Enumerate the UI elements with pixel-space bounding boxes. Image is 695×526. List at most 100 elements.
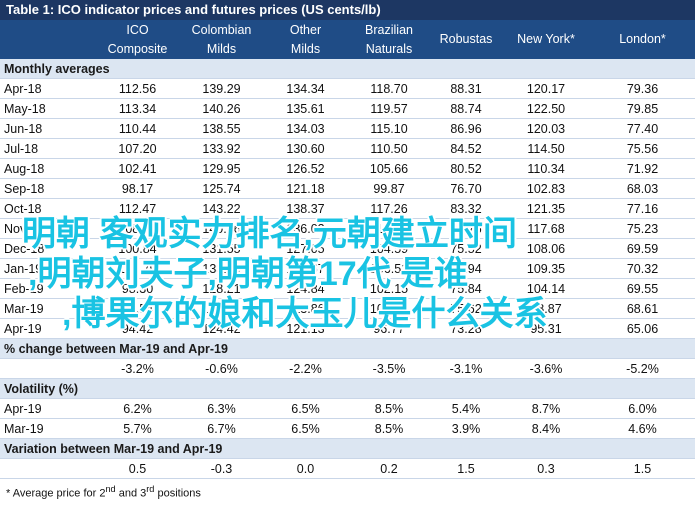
- value-cell: 135.61: [263, 98, 348, 119]
- value-cell: 75.56: [590, 138, 695, 159]
- data-row: Apr-19 6.2% 6.3% 6.5% 8.5% 5.4% 8.7% 6.0%: [0, 398, 695, 419]
- value-cell: 129.67: [263, 258, 348, 279]
- value-cell: 76.94: [430, 258, 502, 279]
- footnote-text: and 3: [115, 487, 147, 500]
- value-cell: 110.44: [95, 118, 180, 139]
- section-title: Volatility (%): [0, 378, 695, 399]
- value-cell: 104.59: [348, 238, 430, 259]
- data-row: Feb-19 98.30 128.21 124.84 102.15 75.84 104.14…: [0, 278, 695, 299]
- section-row: Volatility (%): [0, 378, 695, 399]
- value-cell: 140.26: [180, 218, 263, 239]
- data-row: May-18 113.34 140.26 135.61 119.57 88.74 122.5…: [0, 98, 695, 119]
- value-cell: 4.6%: [590, 418, 695, 439]
- data-row: Aug-18 102.41 129.95 126.52 105.66 80.52 110.3…: [0, 158, 695, 179]
- value-cell: 79.85: [590, 98, 695, 119]
- value-cell: 97.54: [95, 298, 180, 319]
- row-label: Jan-19: [0, 258, 95, 279]
- value-cell: 95.31: [502, 318, 590, 339]
- value-cell: 102.15: [348, 278, 430, 299]
- value-cell: 5.4%: [430, 398, 502, 419]
- section-row: Monthly averages: [0, 59, 695, 79]
- data-row: Apr-19 94.42 124.42 121.13 96.77 73.28 95.31 65…: [0, 318, 695, 339]
- value-cell: 6.0%: [590, 398, 695, 419]
- value-cell: -3.5%: [348, 358, 430, 379]
- header-cell: Other Milds: [263, 20, 348, 59]
- value-cell: 130.60: [263, 138, 348, 159]
- value-cell: 121.35: [502, 198, 590, 219]
- value-cell: 102.79: [95, 258, 180, 279]
- value-cell: 117.68: [502, 218, 590, 239]
- header-cell: New York*: [502, 20, 590, 59]
- value-cell: 108.65: [95, 218, 180, 239]
- value-cell: 100.84: [95, 238, 180, 259]
- value-cell: 128.21: [180, 278, 263, 299]
- value-cell: 68.03: [590, 178, 695, 199]
- row-label: Mar-19: [0, 418, 95, 439]
- value-cell: 127.05: [263, 238, 348, 259]
- price-table: ICO Composite Colombian Milds Other Milds Braz…: [0, 20, 695, 479]
- section-title: Variation between Mar-19 and Apr-19: [0, 438, 695, 459]
- value-cell: 1.5: [590, 458, 695, 479]
- value-cell: 84.52: [430, 138, 502, 159]
- row-label: Apr-19: [0, 318, 95, 339]
- value-cell: 0.3: [502, 458, 590, 479]
- value-cell: 5.7%: [95, 418, 180, 439]
- header-cell: Robustas: [430, 20, 502, 59]
- value-cell: 0.2: [348, 458, 430, 479]
- row-label: Dec-18: [0, 238, 95, 259]
- value-cell: 71.92: [590, 158, 695, 179]
- value-cell: -0.6%: [180, 358, 263, 379]
- value-cell: 124.84: [263, 278, 348, 299]
- value-cell: 143.22: [180, 198, 263, 219]
- footnote: * Average price for 2nd and 3rd position…: [0, 479, 695, 500]
- value-cell: 8.5%: [348, 398, 430, 419]
- value-cell: 102.83: [502, 178, 590, 199]
- value-cell: 75.62: [430, 298, 502, 319]
- value-cell: 110.34: [502, 158, 590, 179]
- value-cell: 113.34: [95, 98, 180, 119]
- row-label: Apr-19: [0, 398, 95, 419]
- data-row: Jun-18 110.44 138.55 134.03 115.10 86.96 120.0…: [0, 118, 695, 139]
- value-cell: 75.23: [590, 218, 695, 239]
- value-cell: 120.03: [502, 118, 590, 139]
- row-label: Jun-18: [0, 118, 95, 139]
- value-cell: 65.06: [590, 318, 695, 339]
- value-cell: 118.70: [348, 78, 430, 99]
- value-cell: 98.17: [95, 178, 180, 199]
- data-row: -3.2% -0.6% -2.2% -3.5% -3.1% -3.6% -5.2%: [0, 358, 695, 379]
- value-cell: 100.28: [348, 298, 430, 319]
- footnote-text: rd: [146, 484, 155, 494]
- header-text: ICO: [126, 22, 149, 37]
- value-cell: 98.30: [95, 278, 180, 299]
- value-cell: 105.66: [348, 158, 430, 179]
- header-text: London*: [619, 32, 666, 46]
- section-title: Monthly averages: [0, 59, 695, 79]
- data-row: Dec-18 100.84 131.55 127.05 104.59 75.52 108.0…: [0, 238, 695, 259]
- data-row: Apr-18 112.56 139.29 134.34 118.70 88.31 120.1…: [0, 78, 695, 99]
- header-cell: ICO Composite: [95, 20, 180, 59]
- value-cell: 112.47: [95, 198, 180, 219]
- header-text: Robustas: [439, 32, 493, 46]
- section-row: Variation between Mar-19 and Apr-19: [0, 438, 695, 459]
- data-row: Mar-19 5.7% 6.7% 6.5% 8.5% 3.9% 8.4% 4.6%: [0, 418, 695, 439]
- value-cell: 106.51: [348, 258, 430, 279]
- value-cell: -0.3: [180, 458, 263, 479]
- value-cell: 75.52: [430, 238, 502, 259]
- value-cell: 6.5%: [263, 398, 348, 419]
- value-cell: 139.29: [180, 78, 263, 99]
- value-cell: 77.40: [590, 118, 695, 139]
- value-cell: 109.35: [502, 258, 590, 279]
- value-cell: 94.42: [95, 318, 180, 339]
- footnote-text: * Average price for 2: [6, 487, 106, 500]
- header-text: New York*: [517, 32, 575, 46]
- row-label: Sep-18: [0, 178, 95, 199]
- value-cell: -5.2%: [590, 358, 695, 379]
- header-text: Brazilian: [365, 22, 413, 37]
- data-row: Sep-18 98.17 125.74 121.18 99.87 76.70 102.83 6…: [0, 178, 695, 199]
- value-cell: 114.50: [502, 138, 590, 159]
- row-label: May-18: [0, 98, 95, 119]
- value-cell: 138.55: [180, 118, 263, 139]
- value-cell: -3.1%: [430, 358, 502, 379]
- value-cell: 96.77: [348, 318, 430, 339]
